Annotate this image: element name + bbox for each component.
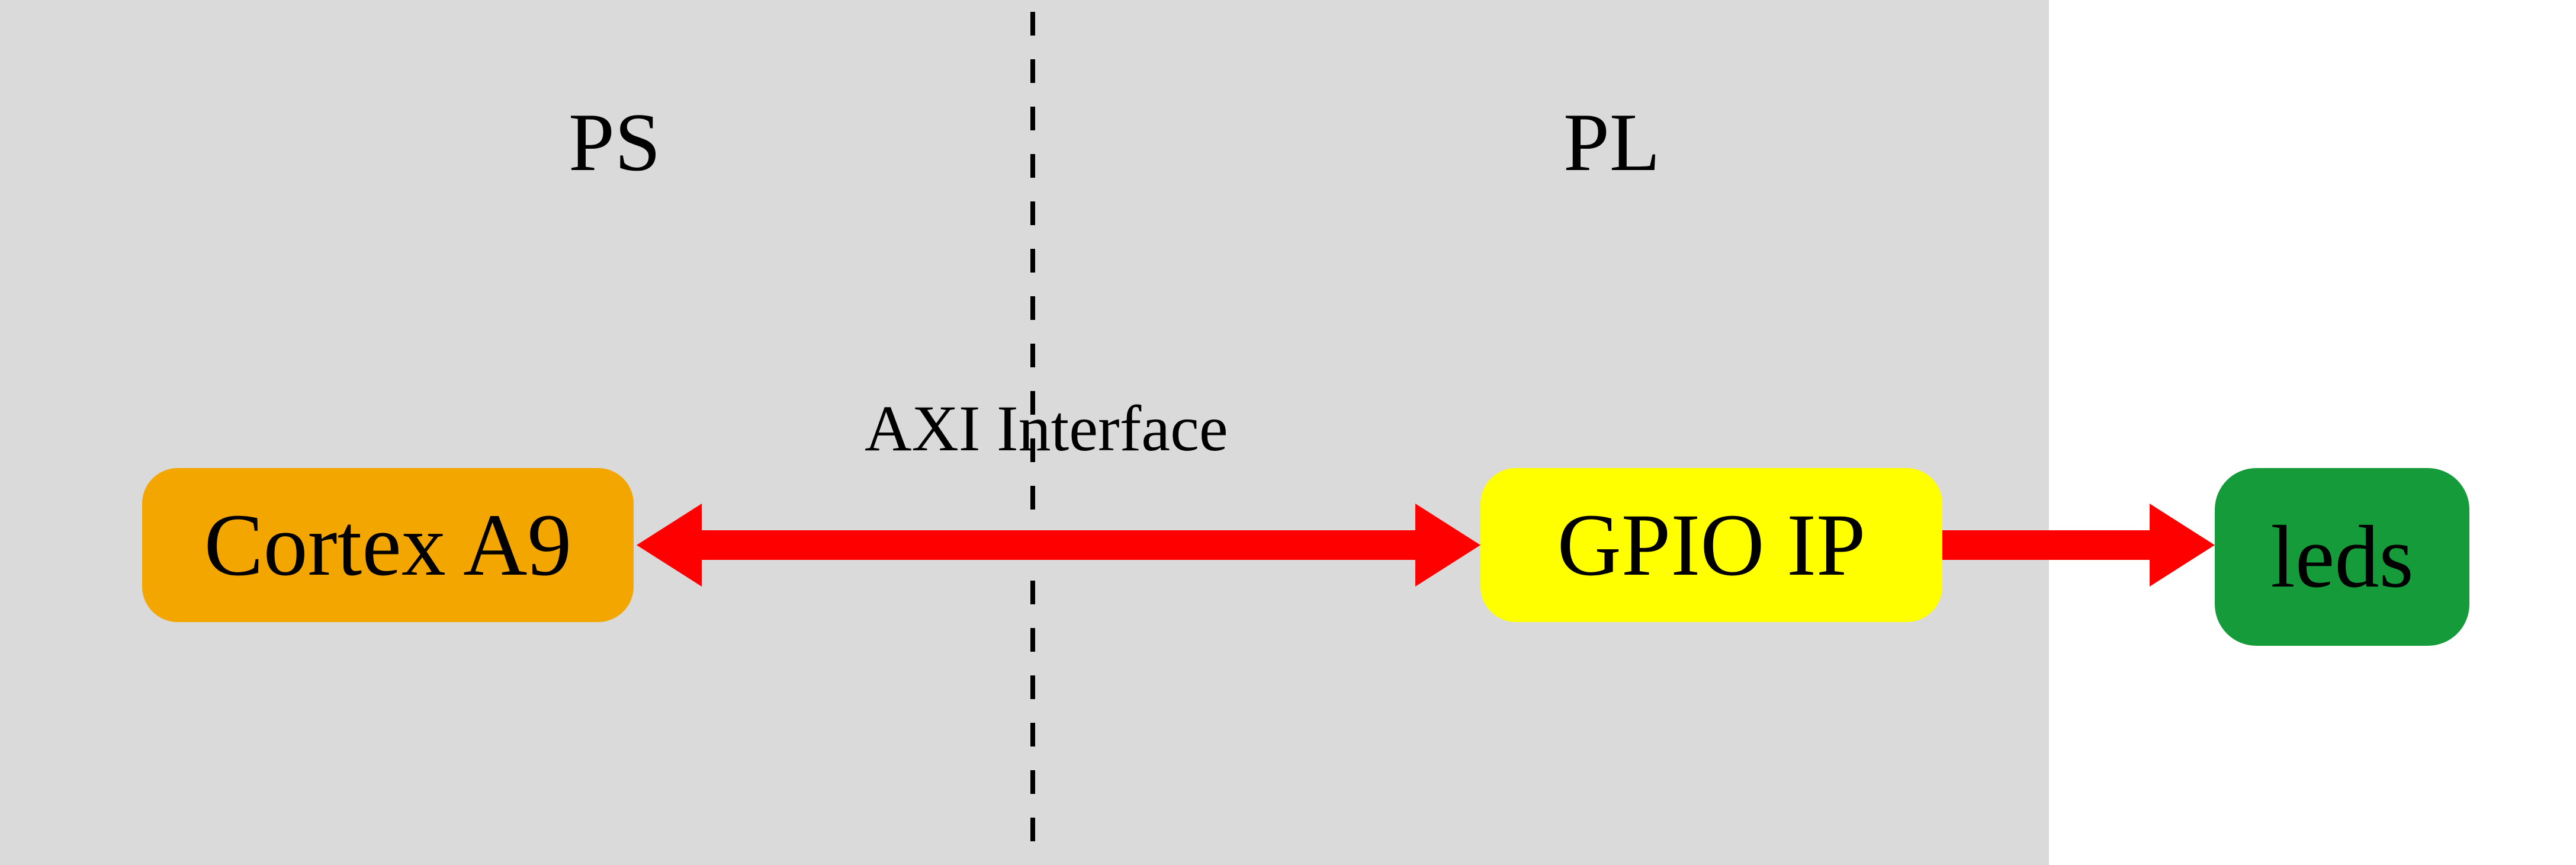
- leds-arrow-shaft: [1942, 530, 2150, 560]
- leds-node: leds: [2215, 468, 2469, 646]
- leds-label: leds: [2270, 506, 2414, 608]
- ps-label: PS: [568, 95, 661, 190]
- gpio-ip-label: GPIO IP: [1557, 494, 1866, 596]
- gpio-ip-node: GPIO IP: [1480, 468, 1942, 622]
- axi-interface-label: AXI Interface: [865, 391, 1228, 466]
- axi-arrow-shaft: [702, 530, 1415, 560]
- leds-arrow-head-right: [2150, 504, 2215, 587]
- axi-arrow-head-right: [1415, 504, 1480, 587]
- cortex-a9-label: Cortex A9: [204, 494, 572, 596]
- pl-label: PL: [1563, 95, 1660, 190]
- axi-arrow-head-left: [637, 504, 702, 587]
- diagram-canvas: PS PL AXI Interface Cortex A9 GPIO IP le…: [0, 0, 2576, 865]
- cortex-a9-node: Cortex A9: [142, 468, 634, 622]
